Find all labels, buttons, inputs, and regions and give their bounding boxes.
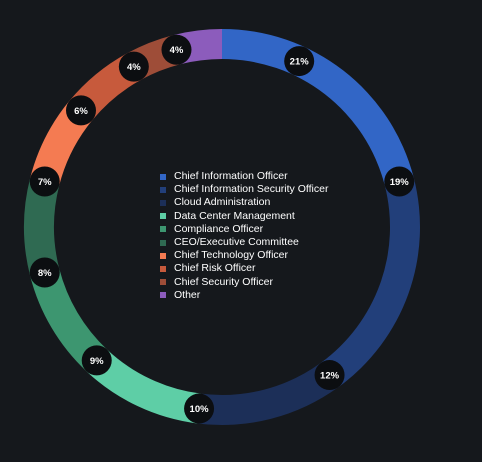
legend-item: Chief Information Security Officer — [160, 183, 328, 196]
legend-label: Chief Technology Officer — [174, 249, 289, 262]
value-badge-bg — [29, 257, 60, 288]
legend-label: Data Center Management — [174, 209, 295, 222]
value-badge: 21% — [284, 46, 315, 77]
legend-item: Chief Security Officer — [160, 276, 328, 289]
legend-swatch — [160, 226, 166, 233]
legend-item: Data Center Management — [160, 210, 328, 223]
legend-swatch — [160, 265, 166, 272]
donut-slice — [30, 268, 107, 372]
value-badge: 9% — [81, 345, 112, 376]
legend-label: Other — [174, 288, 201, 301]
chart-legend: Chief Information Officer Chief Informati… — [160, 170, 328, 302]
value-labels: 21% 19% 12% 10% 9% 8% 7% 6% 4% 4% — [29, 34, 415, 424]
legend-item: Other — [160, 289, 328, 302]
value-badge-bg — [284, 46, 315, 77]
value-badge-bg — [384, 166, 415, 197]
value-badge: 4% — [118, 51, 149, 82]
value-badge: 7% — [29, 166, 60, 197]
legend-swatch — [160, 213, 166, 220]
value-badge-bg — [118, 51, 149, 82]
legend-item: Chief Information Officer — [160, 170, 328, 183]
value-label: 9% — [90, 356, 104, 367]
value-badge-bg — [314, 360, 345, 391]
legend-label: Compliance Officer — [174, 222, 264, 235]
donut-slice — [320, 177, 421, 388]
value-label: 7% — [38, 177, 52, 188]
legend-swatch — [160, 186, 166, 193]
value-badge: 12% — [314, 360, 345, 391]
legend-swatch — [160, 252, 166, 259]
legend-label: Cloud Administration — [174, 196, 271, 209]
value-label: 6% — [74, 106, 88, 117]
value-badge: 10% — [184, 393, 215, 424]
legend-swatch — [160, 292, 166, 299]
value-badge-bg — [65, 95, 96, 126]
legend-label: Chief Security Officer — [174, 275, 274, 288]
legend-item: Cloud Administration — [160, 196, 328, 209]
value-label: 8% — [38, 268, 52, 279]
value-label: 21% — [290, 57, 310, 68]
value-label: 12% — [320, 371, 340, 382]
value-badge-bg — [29, 166, 60, 197]
legend-label: CEO/Executive Committee — [174, 236, 299, 249]
legend-item: Chief Risk Officer — [160, 262, 328, 275]
legend-label: Chief Information Officer — [174, 170, 288, 183]
donut-slice — [197, 362, 339, 425]
value-badge-bg — [81, 345, 112, 376]
value-badge: 8% — [29, 257, 60, 288]
value-label: 4% — [127, 62, 141, 73]
value-badge: 6% — [65, 95, 96, 126]
value-label: 10% — [190, 404, 210, 415]
value-badge-bg — [184, 393, 215, 424]
value-label: 4% — [170, 45, 184, 56]
legend-item: Compliance Officer — [160, 223, 328, 236]
legend-swatch — [160, 279, 166, 286]
legend-swatch — [160, 199, 166, 206]
value-badge: 4% — [161, 34, 192, 65]
legend-item: Chief Technology Officer — [160, 249, 328, 262]
value-badge-bg — [161, 34, 192, 65]
donut-slice — [23, 177, 60, 277]
legend-label: Chief Risk Officer — [174, 262, 256, 275]
donut-slice — [86, 349, 201, 424]
value-label: 19% — [390, 177, 410, 188]
legend-swatch — [160, 239, 166, 246]
legend-label: Chief Information Security Officer — [174, 183, 329, 196]
legend-swatch — [160, 173, 166, 180]
legend-item: CEO/Executive Committee — [160, 236, 328, 249]
donut-slice — [222, 29, 414, 186]
value-badge: 19% — [384, 166, 415, 197]
